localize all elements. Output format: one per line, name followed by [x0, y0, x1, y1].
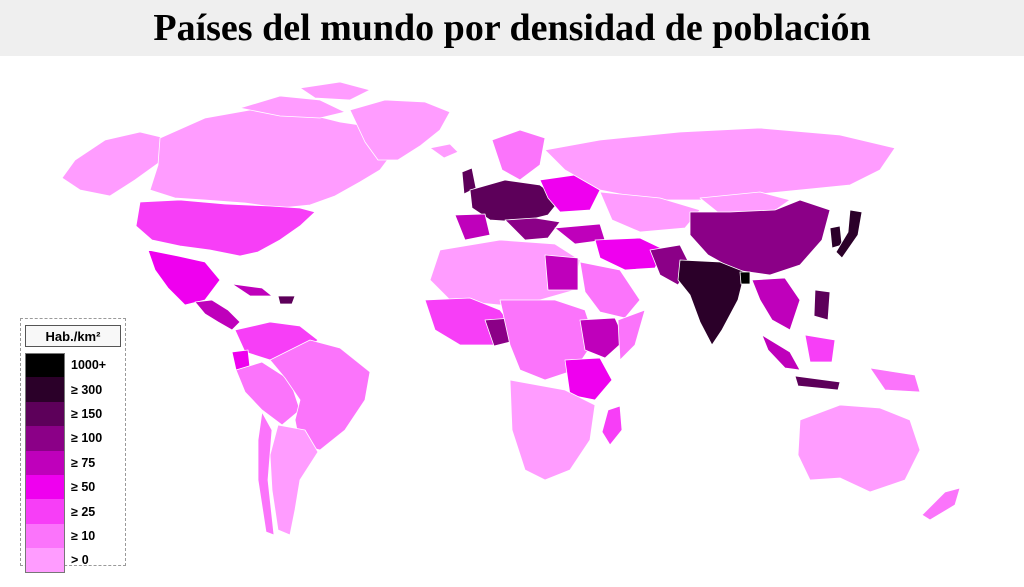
legend-swatch: [25, 499, 65, 524]
region-new-guinea: [869, 367, 921, 393]
region-chile: [257, 411, 275, 536]
world-map: [61, 81, 961, 536]
region-southern-africa: [509, 379, 596, 481]
legend-swatch: [25, 474, 65, 500]
region-java: [794, 375, 841, 391]
region-scandinavia: [491, 129, 546, 181]
legend-label: ≥ 25: [71, 504, 96, 519]
legend-label: > 0: [71, 553, 89, 568]
region-australia: [797, 404, 921, 493]
legend-item: ≥ 75: [25, 450, 106, 475]
legend-label: ≥ 150: [71, 406, 103, 421]
region-central-america: [194, 299, 241, 331]
legend: Hab./km² 1000+ ≥ 300 ≥ 150 ≥ 100 ≥ 75 ≥ …: [20, 318, 126, 573]
legend-item: ≥ 10: [25, 523, 106, 549]
region-cuba: [231, 283, 273, 297]
region-southeast-asia: [751, 277, 801, 331]
region-north-africa: [429, 239, 581, 306]
region-bangladesh: [739, 271, 751, 285]
region-iran-iraq: [594, 237, 666, 271]
region-arctic-islands: [239, 95, 346, 119]
region-mexico: [147, 249, 221, 306]
region-iberia: [454, 213, 491, 241]
legend-label: ≥ 300: [71, 382, 103, 397]
region-china: [689, 199, 831, 276]
legend-list: 1000+ ≥ 300 ≥ 150 ≥ 100 ≥ 75 ≥ 50 ≥ 25: [25, 353, 106, 573]
region-italy-balkans: [504, 217, 561, 241]
region-ethiopia: [579, 317, 626, 359]
legend-item: ≥ 100: [25, 426, 106, 451]
region-mongolia: [699, 191, 791, 215]
region-east-africa: [564, 357, 613, 401]
region-usa: [135, 199, 316, 257]
region-somalia: [617, 309, 646, 361]
region-madagascar: [601, 405, 623, 446]
region-alaska: [61, 131, 166, 197]
map-title: Países del mundo por densidad de poblaci…: [153, 7, 871, 49]
region-europe-west: [469, 179, 561, 223]
region-greenland: [349, 99, 451, 161]
legend-swatch: [25, 450, 65, 475]
region-hispaniola: [277, 295, 296, 305]
legend-swatch: [25, 377, 65, 402]
legend-item: 1000+: [25, 353, 107, 378]
region-india: [677, 259, 746, 346]
region-peru-bolivia: [235, 361, 301, 426]
legend-item: ≥ 150: [25, 401, 106, 427]
legend-item: ≥ 25: [25, 499, 106, 524]
region-borneo: [804, 334, 836, 363]
legend-item: ≥ 300: [25, 377, 106, 402]
legend-header: Hab./km²: [25, 325, 121, 347]
legend-swatch: [25, 401, 65, 427]
region-new-zealand: [921, 487, 961, 521]
legend-label: ≥ 75: [71, 455, 96, 470]
legend-label: 1000+: [71, 358, 107, 373]
legend-swatch: [25, 426, 65, 451]
legend-item: > 0: [25, 548, 106, 573]
region-sumatra: [761, 334, 801, 371]
region-egypt: [544, 254, 579, 291]
region-philippines: [813, 289, 831, 321]
title-bar: Países del mundo por densidad de poblaci…: [0, 0, 1024, 56]
legend-item: ≥ 50: [25, 474, 106, 500]
legend-label: ≥ 100: [71, 431, 103, 446]
region-arctic-islands-2: [299, 81, 371, 101]
region-argentina: [269, 424, 319, 536]
region-kazakhstan: [599, 191, 701, 233]
legend-swatch: [25, 548, 65, 573]
region-iceland: [429, 143, 459, 159]
region-brazil: [269, 339, 371, 451]
legend-swatch: [25, 523, 65, 549]
legend-label: ≥ 50: [71, 480, 96, 495]
region-japan: [835, 209, 863, 259]
legend-swatch: [25, 353, 65, 378]
legend-label: ≥ 10: [71, 528, 96, 543]
region-arabia: [579, 261, 641, 319]
